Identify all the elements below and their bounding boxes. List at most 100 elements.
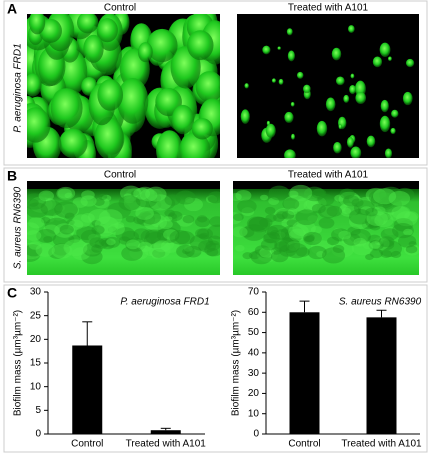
biofilm-bump bbox=[104, 236, 121, 248]
cells bbox=[240, 25, 415, 158]
cell-cluster bbox=[286, 28, 293, 36]
biofilm-bump bbox=[257, 247, 279, 263]
biofilm-bump bbox=[52, 243, 70, 256]
biofilm-bump bbox=[237, 199, 257, 214]
biofilm-bump bbox=[121, 245, 143, 261]
biofilm-bump bbox=[87, 209, 111, 225]
biofilm-bump bbox=[378, 236, 395, 248]
biofilm-bump bbox=[118, 236, 131, 245]
biofilm-bump bbox=[101, 194, 112, 202]
biofilm-bump bbox=[168, 211, 183, 222]
biofilm-bump bbox=[139, 189, 158, 202]
biofilm-bump bbox=[387, 206, 410, 222]
cell-cluster bbox=[94, 116, 124, 158]
biofilm-bump bbox=[209, 216, 220, 228]
biofilm-bump bbox=[233, 212, 243, 225]
biofilm-bump bbox=[239, 226, 255, 238]
biofilm-bump bbox=[44, 215, 55, 223]
biofilm-bump bbox=[27, 198, 39, 207]
biofilm-bump bbox=[242, 252, 253, 260]
biofilm-bump bbox=[295, 247, 310, 257]
biofilm-bump bbox=[349, 228, 371, 244]
biofilm-bump bbox=[320, 205, 338, 218]
biofilm-bump bbox=[365, 187, 387, 203]
biofilm-bump bbox=[57, 188, 72, 199]
biofilm-bump bbox=[37, 197, 56, 211]
biofilm-bump bbox=[268, 197, 280, 205]
biofilm-bump bbox=[259, 217, 273, 228]
biofilm-bump bbox=[280, 225, 304, 243]
biofilm-bump bbox=[207, 235, 220, 246]
cell-cluster bbox=[195, 71, 220, 103]
cell-cluster bbox=[350, 146, 362, 158]
panel-label: B bbox=[7, 168, 17, 184]
biofilm-bump bbox=[289, 228, 307, 242]
biofilm-bump bbox=[133, 187, 151, 200]
biofilm-bump bbox=[268, 185, 290, 201]
biofilm-bump bbox=[388, 190, 411, 207]
biofilm-bump bbox=[188, 241, 206, 254]
biofilm-bump bbox=[207, 195, 219, 204]
y-axis-label: Biofilm mass (µm³µm⁻²) bbox=[231, 310, 242, 416]
cell-cluster bbox=[384, 148, 393, 158]
cell-cluster bbox=[262, 45, 271, 55]
cell-cluster bbox=[372, 56, 383, 68]
biofilm-bump bbox=[27, 202, 48, 218]
y-tick-label: 0 bbox=[253, 429, 259, 440]
cell-cluster bbox=[387, 56, 392, 62]
biofilm-bump bbox=[55, 204, 66, 212]
biofilm-bump bbox=[392, 222, 414, 239]
biofilm-bump bbox=[305, 195, 327, 211]
y-axis-label: Biofilm mass (µm³µm⁻²) bbox=[13, 310, 24, 416]
biofilm-bump bbox=[144, 188, 163, 202]
biofilm-bump bbox=[380, 250, 392, 258]
biofilm-bump bbox=[100, 239, 115, 250]
biofilm-bump bbox=[356, 196, 377, 211]
biofilm-bump bbox=[326, 205, 343, 217]
biofilm-bump bbox=[27, 230, 42, 241]
biofilm-bump bbox=[274, 208, 295, 223]
x-tick-label: Treated with A101 bbox=[126, 439, 207, 450]
y-tick-label: 60 bbox=[248, 307, 260, 318]
biofilm-bump bbox=[397, 234, 417, 248]
biofilm-bump bbox=[41, 191, 51, 199]
biofilm-bump bbox=[43, 236, 53, 243]
biofilm-bump bbox=[343, 233, 361, 246]
biofilm-bump bbox=[66, 219, 75, 226]
biofilm-bump bbox=[378, 240, 403, 257]
biofilm-bump bbox=[370, 191, 395, 209]
biofilm-bump bbox=[311, 188, 327, 199]
biofilm-bump bbox=[157, 220, 181, 237]
biofilm-bump bbox=[303, 231, 322, 246]
y-tick-label: 20 bbox=[30, 334, 42, 345]
biofilm-bump bbox=[241, 207, 255, 217]
cell-cluster bbox=[277, 46, 281, 50]
biofilm-bump bbox=[376, 237, 388, 246]
biofilm-bump bbox=[135, 186, 155, 201]
biofilm-bump bbox=[351, 198, 364, 207]
biofilm-bump bbox=[27, 222, 40, 236]
biofilm-bump bbox=[248, 216, 269, 231]
biofilm-bump bbox=[294, 197, 318, 214]
biofilm-bump bbox=[269, 232, 280, 240]
biofilm-bump bbox=[405, 245, 418, 254]
y-tick-label: 10 bbox=[30, 381, 42, 392]
biofilm-bump bbox=[348, 214, 371, 230]
cell-cluster bbox=[331, 47, 342, 61]
biofilm-bump bbox=[248, 251, 261, 260]
biofilm-bump bbox=[133, 215, 146, 225]
biofilm-bump bbox=[331, 228, 350, 242]
biofilm-bump bbox=[40, 216, 51, 224]
biofilm-bump bbox=[385, 209, 395, 216]
biofilm-bump bbox=[283, 195, 308, 212]
biofilm-bump bbox=[163, 229, 179, 240]
panel-frame bbox=[3, 284, 428, 453]
biofilm-bump bbox=[125, 237, 146, 252]
cell-cluster bbox=[271, 78, 276, 83]
biofilm-bump bbox=[94, 239, 109, 249]
biofilm-bump bbox=[94, 216, 119, 233]
biofilm-bump bbox=[68, 219, 84, 230]
biofilm-bump bbox=[141, 237, 151, 245]
biofilm-bump bbox=[123, 193, 132, 199]
